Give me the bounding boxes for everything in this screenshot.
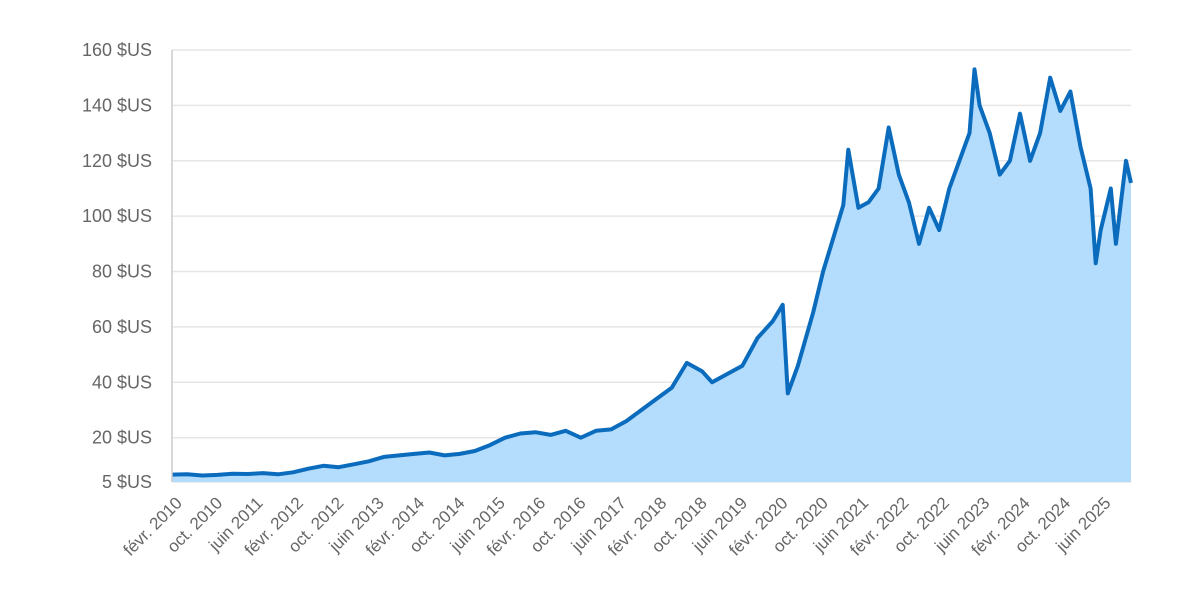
y-tick-label: 120 $US [82, 151, 152, 171]
y-tick-label: 20 $US [92, 428, 152, 448]
y-tick-label: 80 $US [92, 262, 152, 282]
y-tick-label: 5 $US [102, 472, 152, 492]
y-tick-label: 140 $US [82, 95, 152, 115]
price-area-fill [172, 69, 1131, 483]
price-series-line [171, 67, 1133, 478]
y-tick-label: 40 $US [92, 372, 152, 392]
gridlines [172, 49, 1131, 483]
y-tick-label: 160 $US [82, 40, 152, 60]
y-tick-label: 60 $US [92, 317, 152, 337]
y-axis-tick-labels: 5 $US 20 $US 40 $US 60 $US 80 $US 100 $US 120 … [82, 40, 152, 492]
y-tick-label: 100 $US [82, 206, 152, 226]
